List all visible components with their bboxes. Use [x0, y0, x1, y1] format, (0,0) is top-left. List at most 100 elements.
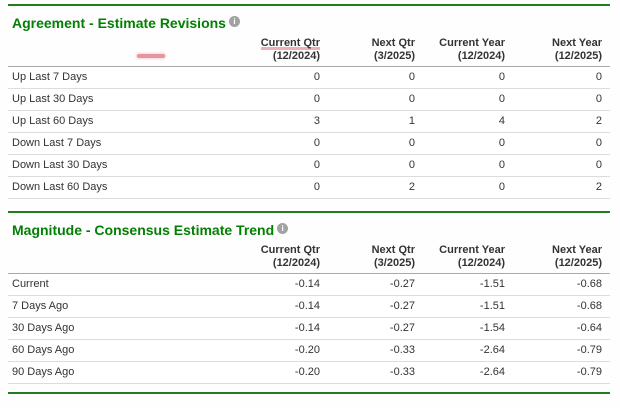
cell-value: 0: [233, 176, 320, 199]
table-row: Current -0.14 -0.27 -1.51 -0.68: [8, 273, 610, 296]
cell-value: 0: [505, 132, 610, 155]
section-divider: [8, 392, 610, 394]
table-row: Up Last 60 Days 3 1 4 2: [8, 110, 610, 133]
column-header-next-qtr: Next Qtr (3/2025): [320, 240, 415, 274]
row-label: Down Last 30 Days: [8, 154, 233, 177]
table-row: 30 Days Ago -0.14 -0.27 -1.54 -0.64: [8, 317, 610, 340]
cell-value: -0.33: [320, 361, 415, 384]
row-label-column-header: [8, 33, 233, 67]
cell-value: -0.14: [233, 273, 320, 296]
column-header-label: Current Qtr: [260, 244, 320, 256]
table-row: 90 Days Ago -0.20 -0.33 -2.64 -0.79: [8, 361, 610, 384]
cell-value: 0: [320, 154, 415, 177]
cell-value: -2.64: [415, 339, 505, 362]
agreement-section-title: Agreement - Estimate Revisions i: [12, 15, 610, 31]
row-label: Down Last 7 Days: [8, 132, 233, 155]
column-header-label: Next Qtr: [371, 37, 415, 49]
column-header-period: (12/2024): [457, 50, 505, 62]
cell-value: 0: [415, 66, 505, 89]
row-label-column-header: [8, 240, 233, 274]
column-header-period: (12/2025): [554, 257, 602, 269]
cell-value: 0: [233, 88, 320, 111]
column-header-current-year: Current Year (12/2024): [415, 33, 505, 67]
column-header-current-qtr: Current Qtr (12/2024): [233, 240, 320, 274]
row-label: Up Last 60 Days: [8, 110, 233, 133]
cell-value: 0: [505, 154, 610, 177]
magnitude-section-title: Magnitude - Consensus Estimate Trend i: [12, 222, 610, 238]
magnitude-section: Magnitude - Consensus Estimate Trend i Cu…: [8, 222, 610, 384]
magnitude-table-header: Current Qtr (12/2024) Next Qtr (3/2025) Curr…: [8, 240, 610, 274]
agreement-table-header: Current Qtr (12/2024) Next Qtr (3/2025) Curr…: [8, 33, 610, 67]
cell-value: -0.33: [320, 339, 415, 362]
cell-value: -0.27: [320, 273, 415, 296]
cell-value: -1.54: [415, 317, 505, 340]
cell-value: -0.68: [505, 295, 610, 318]
column-header-next-year: Next Year (12/2025): [505, 240, 610, 274]
table-row: Down Last 7 Days 0 0 0 0: [8, 132, 610, 155]
table-row: Up Last 7 Days 0 0 0 0: [8, 66, 610, 89]
row-label: Current: [8, 273, 233, 296]
info-icon[interactable]: i: [228, 16, 240, 27]
column-header-label: Current Year: [439, 37, 505, 49]
agreement-table: Current Qtr (12/2024) Next Qtr (3/2025) Curr…: [8, 33, 610, 199]
cell-value: -0.64: [505, 317, 610, 340]
column-header-period: (12/2024): [272, 50, 320, 62]
cell-value: 0: [415, 154, 505, 177]
column-header-period: (12/2024): [457, 257, 505, 269]
section-divider: [8, 211, 610, 213]
row-label: Up Last 30 Days: [8, 88, 233, 111]
estimates-page: Agreement - Estimate Revisions i Current …: [0, 4, 620, 408]
column-header-period: (12/2025): [554, 50, 602, 62]
table-row: Down Last 60 Days 0 2 0 2: [8, 176, 610, 199]
magnitude-title-text: Magnitude - Consensus Estimate Trend: [12, 222, 275, 238]
header-row: Current Qtr (12/2024) Next Qtr (3/2025) Curr…: [8, 240, 610, 274]
cell-value: -0.14: [233, 295, 320, 318]
cell-value: -2.64: [415, 361, 505, 384]
row-label: 7 Days Ago: [8, 295, 233, 318]
cell-value: 0: [505, 66, 610, 89]
table-row: Up Last 30 Days 0 0 0 0: [8, 88, 610, 111]
column-header-next-year: Next Year (12/2025): [505, 33, 610, 67]
cell-value: -1.51: [415, 295, 505, 318]
cell-value: -1.51: [415, 273, 505, 296]
cell-value: -0.14: [233, 317, 320, 340]
cell-value: 0: [505, 88, 610, 111]
cell-value: 0: [320, 66, 415, 89]
row-label: 90 Days Ago: [8, 361, 233, 384]
cell-value: 2: [320, 176, 415, 199]
cell-value: -0.79: [505, 339, 610, 362]
cell-value: 1: [320, 110, 415, 133]
cell-value: 0: [415, 132, 505, 155]
column-header-label: Current Qtr: [233, 37, 320, 50]
column-header-period: (3/2025): [374, 50, 415, 62]
agreement-table-body: Up Last 7 Days 0 0 0 0 Up Last 30 Days 0 0 0 0 Up …: [8, 66, 610, 199]
column-header-period: (3/2025): [374, 257, 415, 269]
cell-value: -0.27: [320, 317, 415, 340]
column-header-next-qtr: Next Qtr (3/2025): [320, 33, 415, 67]
cell-value: -0.68: [505, 273, 610, 296]
cell-value: 2: [505, 110, 610, 133]
magnitude-table: Current Qtr (12/2024) Next Qtr (3/2025) Curr…: [8, 240, 610, 384]
cell-value: 0: [233, 154, 320, 177]
row-label: Down Last 60 Days: [8, 176, 233, 199]
cell-value: 0: [415, 176, 505, 199]
cell-value: -0.79: [505, 361, 610, 384]
header-row: Current Qtr (12/2024) Next Qtr (3/2025) Curr…: [8, 33, 610, 67]
info-icon[interactable]: i: [277, 223, 289, 234]
column-header-period: (12/2024): [272, 257, 320, 269]
table-row: Down Last 30 Days 0 0 0 0: [8, 154, 610, 177]
cell-value: 3: [233, 110, 320, 133]
cell-value: 0: [233, 66, 320, 89]
cell-value: 4: [415, 110, 505, 133]
cell-value: -0.20: [233, 339, 320, 362]
column-header-label-annotated: Current Qtr: [260, 37, 320, 50]
column-header-current-qtr: Current Qtr (12/2024): [233, 33, 320, 67]
cell-value: -0.20: [233, 361, 320, 384]
column-header-label: Next Qtr: [371, 244, 415, 256]
pink-annotation-mark: [137, 54, 165, 58]
column-header-current-year: Current Year (12/2024): [415, 240, 505, 274]
table-row: 7 Days Ago -0.14 -0.27 -1.51 -0.68: [8, 295, 610, 318]
column-header-label: Next Year: [552, 37, 602, 49]
cell-value: 0: [415, 88, 505, 111]
cell-value: 0: [320, 132, 415, 155]
